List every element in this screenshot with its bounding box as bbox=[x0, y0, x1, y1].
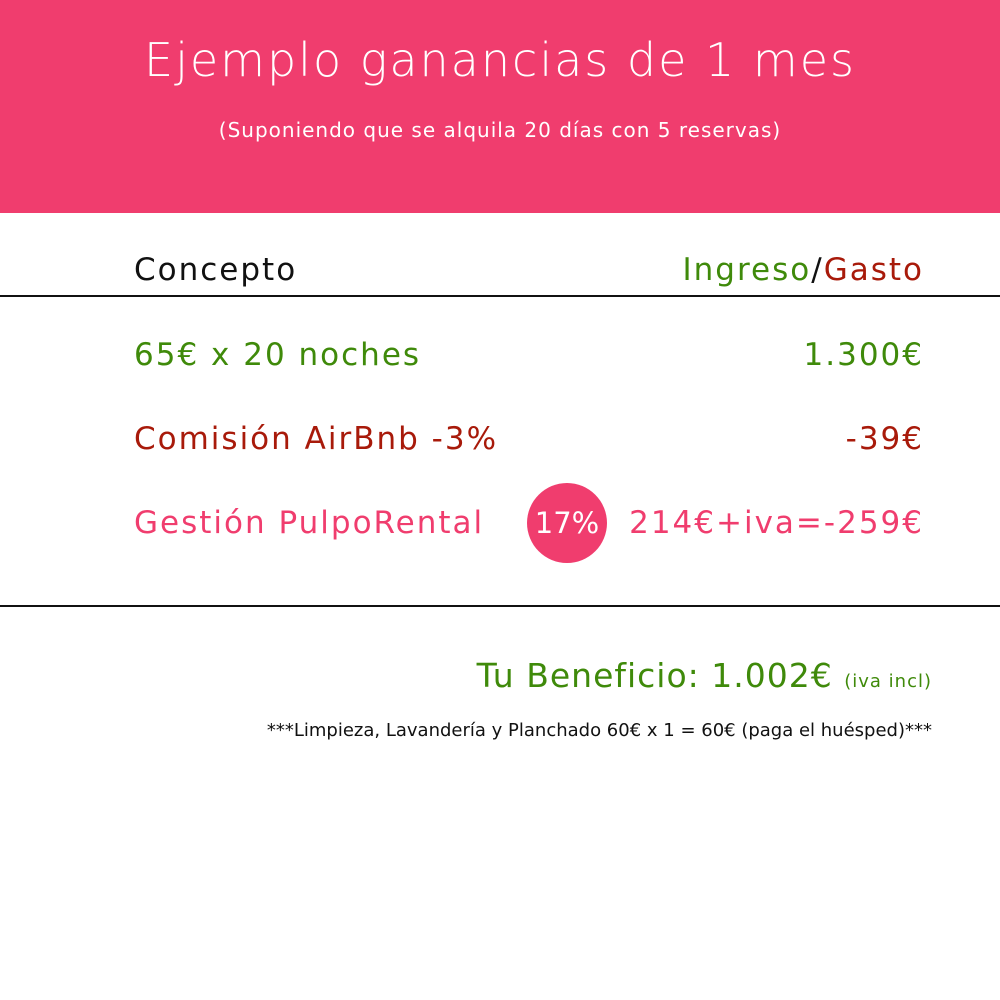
row-concept: Comisión AirBnb -3% bbox=[134, 421, 499, 457]
benefit-total: Tu Beneficio: 1.002€ (iva incl) bbox=[477, 656, 932, 695]
row-amount: -39€ bbox=[845, 421, 924, 457]
header-banner: Ejemplo ganancias de 1 mes (Suponiendo q… bbox=[0, 0, 1000, 213]
column-expense: Gasto bbox=[823, 252, 924, 288]
page-subtitle: (Suponiendo que se alquila 20 días con 5… bbox=[218, 118, 782, 142]
row-amount: 1.300€ bbox=[803, 337, 924, 373]
row-concept: Gestión PulpoRental bbox=[134, 505, 485, 541]
percentage-badge: 17% bbox=[527, 483, 607, 563]
row-amount: 214€+iva=-259€ bbox=[629, 505, 924, 541]
page-title: Ejemplo ganancias de 1 mes bbox=[144, 33, 856, 87]
benefit-value: Tu Beneficio: 1.002€ bbox=[476, 656, 833, 695]
benefit-note: (iva incl) bbox=[844, 671, 932, 692]
column-concept: Concepto bbox=[134, 252, 298, 288]
divider bbox=[0, 605, 1000, 607]
row-concept: 65€ x 20 noches bbox=[134, 337, 422, 373]
column-income: Ingreso bbox=[682, 252, 812, 288]
column-amount: Ingreso/Gasto bbox=[683, 252, 924, 288]
column-separator: / bbox=[811, 252, 824, 288]
divider bbox=[0, 295, 1000, 297]
footnote: ***Limpieza, Lavandería y Planchado 60€ … bbox=[266, 720, 932, 741]
